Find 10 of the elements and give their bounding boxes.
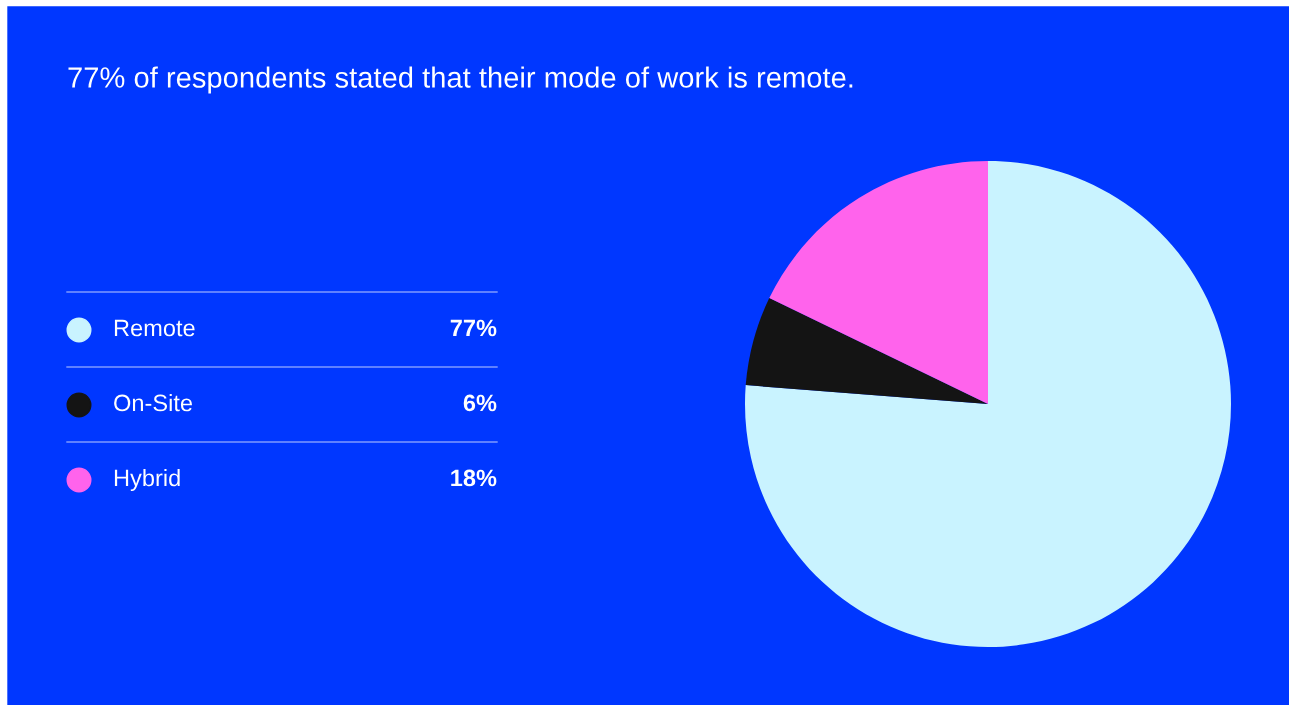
pie-slice	[745, 161, 1231, 647]
legend-label: Remote	[114, 319, 195, 337]
chart-title: 77% of respondents stated that their mode of work is remote.	[68, 66, 853, 94]
legend-label: Hybrid	[114, 468, 180, 491]
pie-slice	[769, 161, 988, 404]
pie-slice	[745, 298, 988, 404]
data-label: 77%	[450, 319, 497, 337]
data-label: 18%	[451, 469, 497, 487]
legend-label: On-Site	[114, 393, 192, 412]
data-label: 6%	[463, 394, 497, 412]
